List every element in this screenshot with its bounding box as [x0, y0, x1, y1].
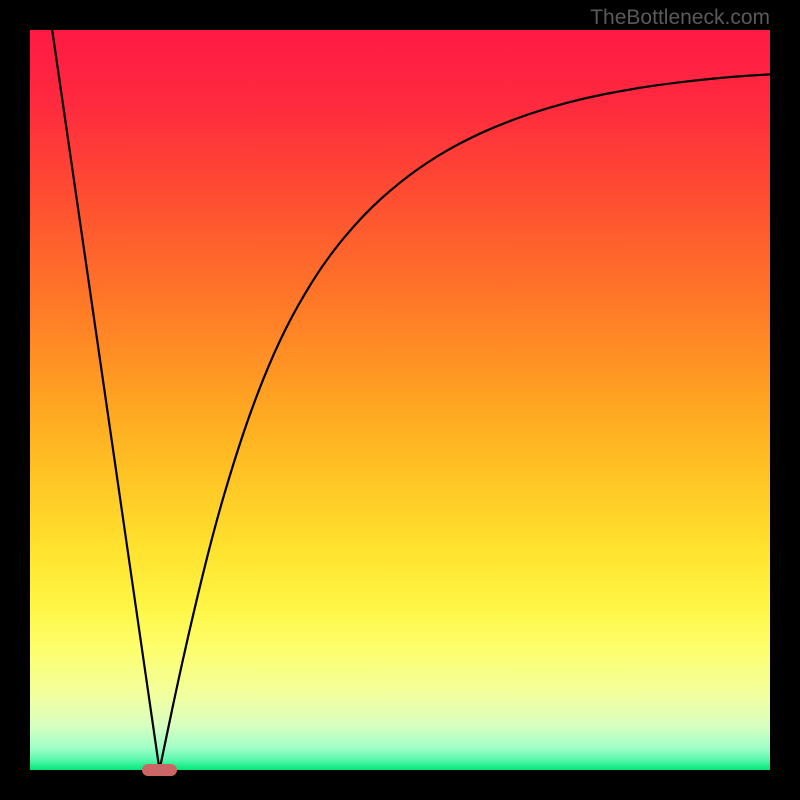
minimum-marker	[142, 764, 178, 776]
chart-area	[30, 30, 770, 770]
bottleneck-curve	[30, 30, 770, 770]
watermark-text: TheBottleneck.com	[590, 6, 770, 30]
